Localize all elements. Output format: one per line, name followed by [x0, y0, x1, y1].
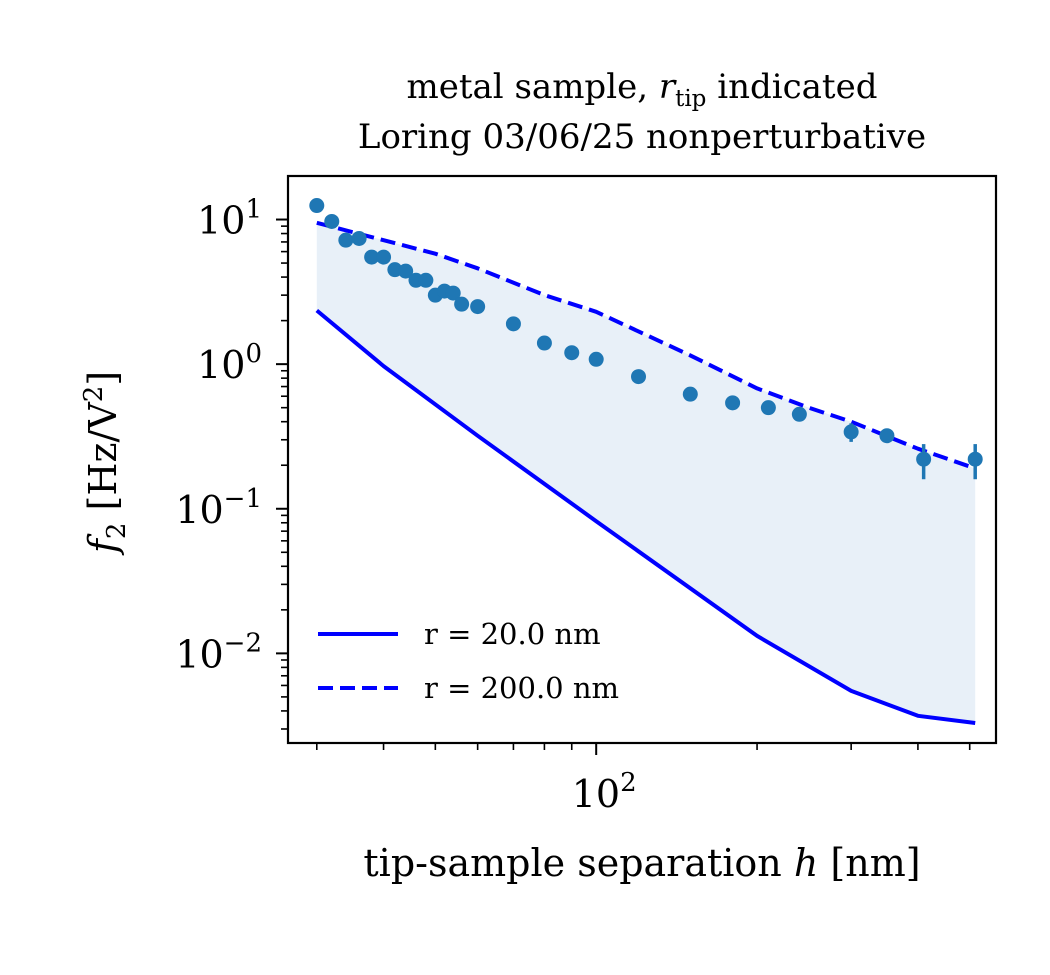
data-point — [338, 232, 354, 248]
data-point — [351, 230, 367, 246]
x-axis-label: tip-sample separation h [nm] — [363, 841, 920, 885]
axes-frame — [286, 174, 998, 745]
data-point — [470, 299, 486, 315]
data-point — [324, 213, 340, 229]
data-point — [916, 451, 932, 467]
data-point — [418, 272, 434, 288]
data-points — [309, 198, 983, 480]
legend-entry-2: r = 200.0 nm — [424, 671, 619, 705]
chart-title-line-1: metal sample, rtip indicated — [407, 67, 878, 112]
data-point — [725, 395, 741, 411]
y-axis-label: f2 [Hz/V2] — [79, 371, 132, 556]
fill-between-band — [316, 222, 976, 724]
data-point — [631, 369, 647, 385]
y-tick-label: 10−1 — [175, 484, 262, 532]
data-point — [879, 428, 895, 444]
y-tick-label: 10−2 — [175, 628, 262, 676]
data-point — [309, 198, 325, 214]
data-point — [536, 335, 552, 351]
legend-entry-1: r = 20.0 nm — [424, 617, 601, 651]
x-tick-label: 102 — [572, 768, 637, 816]
data-point — [843, 424, 859, 440]
data-point — [588, 351, 604, 367]
data-point — [364, 249, 380, 265]
series-line-1 — [315, 308, 976, 725]
data-point — [967, 451, 983, 467]
data-point — [398, 263, 414, 279]
data-point — [445, 285, 461, 301]
model-curves — [315, 220, 976, 725]
data-point — [564, 345, 580, 361]
data-point — [376, 249, 392, 265]
legend: r = 20.0 nm r = 200.0 nm — [318, 617, 619, 705]
fill-between-area — [316, 222, 976, 724]
data-point — [760, 400, 776, 416]
chart-title-line-2: Loring 03/06/25 nonperturbative — [358, 117, 926, 157]
axis-ticks: 102 101 100 10−1 10−2 — [175, 195, 971, 816]
data-point — [454, 296, 470, 312]
y-tick-label: 101 — [197, 195, 262, 243]
data-point — [791, 406, 807, 422]
data-point — [682, 386, 698, 402]
data-point — [505, 316, 521, 332]
y-tick-label: 100 — [197, 339, 262, 387]
series-line-2 — [316, 220, 976, 471]
